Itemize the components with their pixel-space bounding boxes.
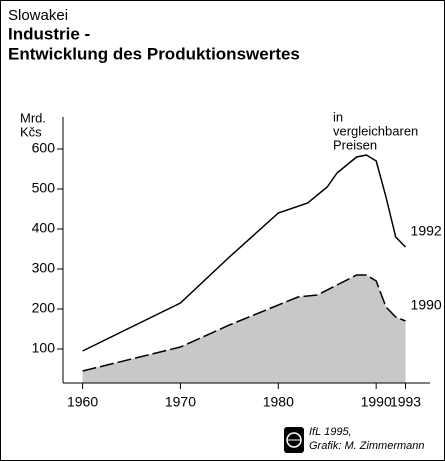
x-tick-label: 1960 [67,394,98,410]
annotation: vergleichbaren [333,123,418,138]
chart-title: Entwicklung des Produktionswertes [8,44,300,63]
y-tick-label: 400 [32,220,56,236]
chart-subtitle: Slowakei [8,7,68,24]
x-tick-label: 1980 [263,394,294,410]
credit: Grafik: M. Zimmermann [309,440,425,452]
y-tick-label: 600 [32,140,56,156]
chart-title: Industrie - [8,24,90,43]
y-tick-label: 500 [32,180,56,196]
y-label: Kčs [20,124,42,139]
series-label: 1992 [411,223,442,239]
y-label: Mrd. [20,110,46,125]
y-tick-label: 100 [32,340,56,356]
y-tick-label: 200 [32,300,56,316]
credit: IfL 1995, [309,426,352,438]
area [82,275,406,383]
annotation: Preisen [333,137,377,152]
series-label: 1990 [411,297,442,313]
x-tick-label: 1990 [361,394,392,410]
x-tick-label: 1970 [165,394,196,410]
x-tick-label: 1993 [390,394,421,410]
line [82,274,406,372]
credit-icon [284,427,304,453]
line [82,154,407,352]
annotation: in [333,109,343,124]
y-tick-label: 300 [32,260,56,276]
